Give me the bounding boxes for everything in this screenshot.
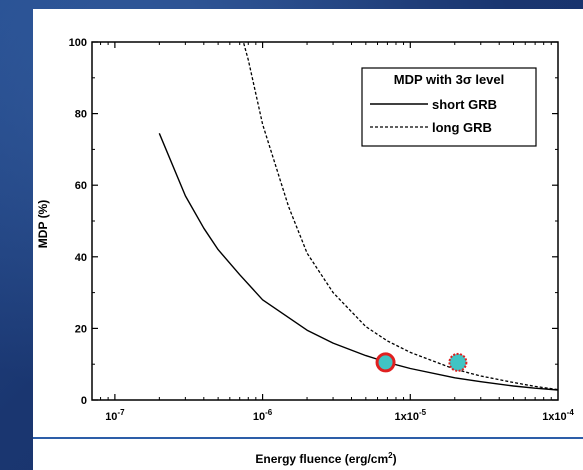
legend-label-short-grb: short GRB — [432, 97, 497, 112]
marker-long-grb — [448, 352, 468, 372]
y-tick-label: 20 — [75, 323, 87, 335]
x-axis-label-sup: 2 — [388, 451, 393, 460]
y-tick-label: 40 — [75, 252, 87, 264]
x-tick-exponent: -7 — [117, 408, 125, 417]
x-tick-base: 10 — [105, 411, 117, 423]
series-line-long-grb — [242, 42, 558, 391]
x-tick-base: 1x10 — [542, 411, 566, 423]
x-tick-exponent: -4 — [567, 408, 575, 417]
x-tick-exponent: -5 — [419, 408, 427, 417]
x-axis-label-tail: ) — [393, 452, 397, 466]
legend-box — [361, 67, 537, 147]
y-tick-label: 80 — [75, 109, 87, 121]
x-tick-base: 1x10 — [394, 411, 418, 423]
x-tick-label: 1x10-4 — [542, 408, 574, 423]
y-tick-label: 60 — [75, 180, 87, 192]
legend-label-long-grb: long GRB — [432, 120, 492, 135]
x-tick-label: 10-7 — [105, 408, 125, 423]
x-tick-exponent: -6 — [265, 408, 273, 417]
x-tick-base: 10 — [253, 411, 265, 423]
y-tick-label: 100 — [69, 37, 87, 49]
x-axis-label-main: Energy fluence (erg/cm — [255, 452, 388, 466]
x-tick-label: 1x10-5 — [394, 408, 426, 423]
slide-divider — [33, 437, 583, 439]
x-axis-label: Energy fluence (erg/cm2) — [255, 451, 396, 466]
legend-title: MDP with 3σ level — [394, 72, 505, 87]
y-tick-label: 0 — [81, 395, 87, 407]
marker-short-grb — [375, 352, 396, 373]
x-tick-label: 10-6 — [253, 408, 273, 423]
series-line-short-grb — [158, 133, 558, 391]
y-axis-label: MDP (%) — [36, 200, 50, 248]
